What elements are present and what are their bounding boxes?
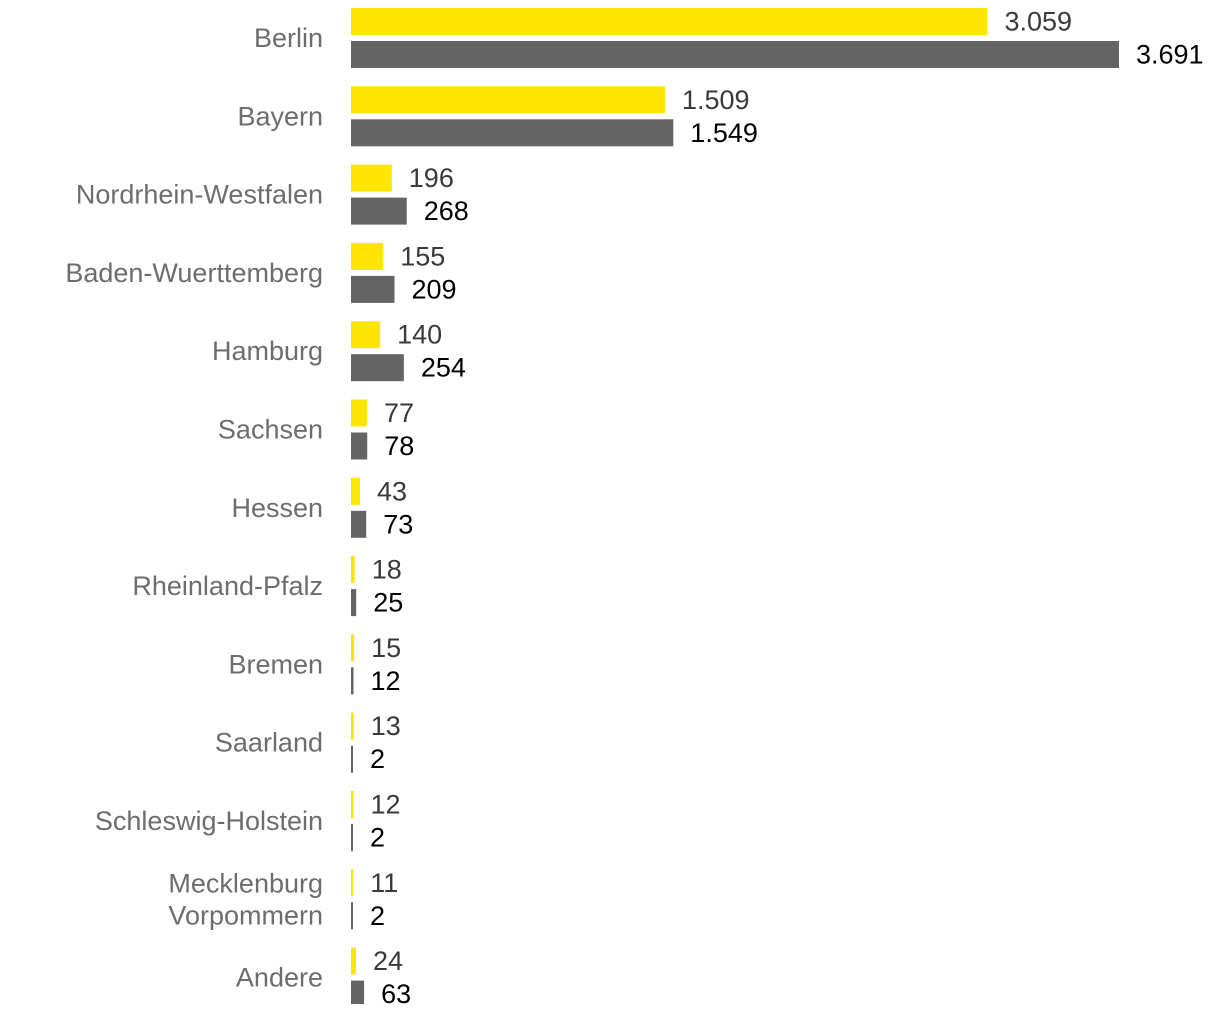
data-label: 43 xyxy=(377,476,407,506)
category-label: Bayern xyxy=(237,101,323,131)
bar-series-1 xyxy=(351,8,988,35)
category-label: Schleswig-Holstein xyxy=(95,806,323,836)
data-label: 140 xyxy=(397,320,442,350)
bar-series-2 xyxy=(351,745,353,773)
bar-series-1 xyxy=(351,321,381,349)
bar-series-2 xyxy=(351,41,1119,68)
data-label: 11 xyxy=(370,868,398,898)
data-label: 3.059 xyxy=(1004,7,1072,37)
bar-series-1 xyxy=(351,399,368,427)
data-label: 12 xyxy=(370,790,400,820)
bar-series-1 xyxy=(351,164,392,192)
data-label: 24 xyxy=(373,946,403,976)
category-label: Andere xyxy=(236,963,323,993)
category-label: Nordrhein-Westfalen xyxy=(76,180,323,210)
bar-series-2 xyxy=(351,197,407,225)
data-label: 12 xyxy=(370,666,400,696)
data-label: 209 xyxy=(411,274,456,304)
bar-series-2 xyxy=(351,432,368,460)
bar-series-1 xyxy=(351,556,355,584)
bar-series-2 xyxy=(351,275,395,303)
bar-series-1 xyxy=(351,869,354,897)
bar-series-1 xyxy=(351,86,665,114)
data-label: 1.549 xyxy=(690,118,758,148)
data-label: 254 xyxy=(421,353,466,383)
data-label: 18 xyxy=(372,555,402,585)
data-label: 63 xyxy=(381,979,411,1004)
bar-series-1 xyxy=(351,477,360,505)
bar-series-2 xyxy=(351,354,404,382)
bar-series-1 xyxy=(351,634,355,662)
data-label: 77 xyxy=(384,398,414,428)
data-label: 78 xyxy=(384,431,414,461)
bar-series-1 xyxy=(351,712,354,740)
category-label: Rheinland-Pfalz xyxy=(132,571,323,601)
data-label: 2 xyxy=(370,744,385,774)
category-label: Hamburg xyxy=(212,336,323,366)
data-label: 2 xyxy=(370,901,385,931)
bar-series-1 xyxy=(351,242,384,270)
bar-series-2 xyxy=(351,510,367,538)
bar-series-1 xyxy=(351,791,354,818)
bar-series-2 xyxy=(351,119,674,147)
category-label: Hessen xyxy=(231,493,323,523)
bar-series-2 xyxy=(351,667,354,695)
data-label: 3.691 xyxy=(1136,40,1204,70)
data-label: 155 xyxy=(400,241,445,271)
bar-series-2 xyxy=(351,589,357,617)
category-label: Baden-Wuerttemberg xyxy=(65,258,323,288)
category-label: Sachsen xyxy=(218,415,323,445)
data-label: 2 xyxy=(370,823,385,853)
data-label: 1.509 xyxy=(682,85,750,115)
data-label: 25 xyxy=(373,588,403,618)
data-label: 268 xyxy=(424,196,469,226)
bar-series-1 xyxy=(351,947,356,975)
bar-series-2 xyxy=(351,902,353,930)
category-label: Vorpommern xyxy=(168,900,323,930)
data-label: 196 xyxy=(409,163,454,193)
category-label: Saarland xyxy=(215,728,323,758)
bar-series-2 xyxy=(351,980,365,1008)
data-label: 13 xyxy=(371,711,401,741)
category-label: Berlin xyxy=(254,23,323,53)
bar-series-2 xyxy=(351,824,353,851)
category-label: Bremen xyxy=(228,649,323,679)
data-label: 15 xyxy=(371,633,401,663)
category-label: Mecklenburg xyxy=(168,868,323,898)
data-label: 73 xyxy=(383,509,413,539)
